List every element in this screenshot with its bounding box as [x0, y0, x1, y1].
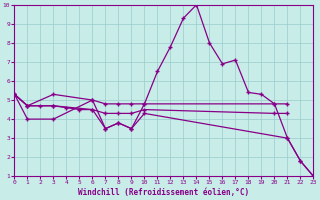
X-axis label: Windchill (Refroidissement éolien,°C): Windchill (Refroidissement éolien,°C)	[78, 188, 250, 197]
